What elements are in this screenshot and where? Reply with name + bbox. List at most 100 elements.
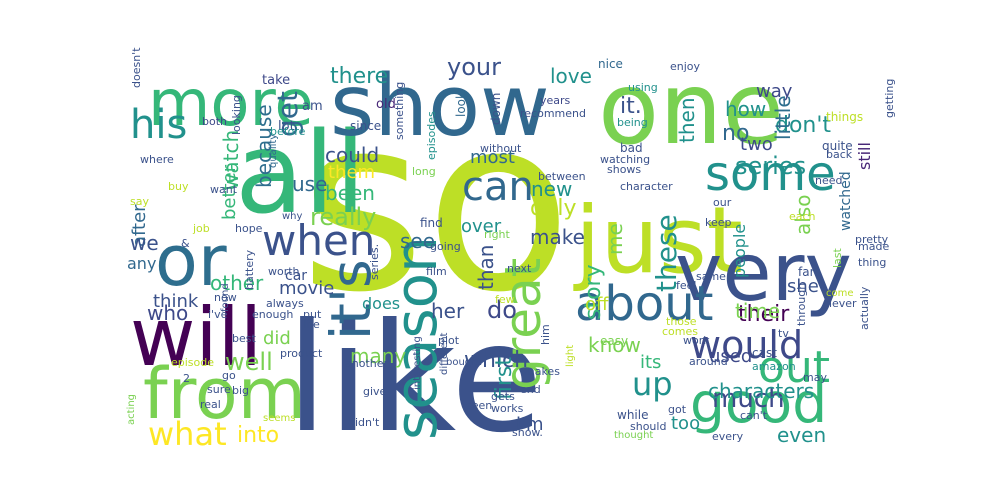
word-found: found [220, 283, 231, 312]
word-worth: worth [268, 265, 300, 278]
word-know: know [588, 333, 641, 357]
word-2: 2 [183, 372, 190, 385]
word-put: put [303, 308, 322, 321]
word-watching: watching [600, 153, 650, 166]
word-before: before [270, 125, 306, 138]
word-best: best [232, 332, 256, 345]
word-never: never [825, 297, 857, 310]
word-well: well [225, 348, 273, 376]
word-sure: sure [207, 383, 231, 396]
word-don-t: don't [775, 113, 831, 138]
word-symbol: & [181, 237, 190, 250]
word-can: can [462, 164, 534, 210]
word-give: give [363, 385, 387, 398]
word-nice: nice [598, 57, 623, 71]
word-looking: looking [230, 95, 243, 135]
word-who: who [147, 301, 188, 325]
word-feel: feel [676, 279, 696, 292]
word-pretty: pretty [855, 233, 889, 246]
word-got: got [668, 403, 687, 416]
word-plot: plot [438, 334, 460, 347]
word-first: first [492, 357, 517, 400]
word-characters: characters [708, 379, 814, 403]
word-over: over [461, 216, 502, 237]
word-acting: acting [126, 394, 137, 425]
word-all: all [235, 109, 366, 239]
word-product: product [280, 347, 323, 360]
word-take: take [262, 73, 290, 88]
word-most: most [470, 147, 515, 168]
word-far: far [798, 265, 815, 279]
word-could: could [325, 143, 379, 167]
word-did: did [263, 328, 291, 349]
word-love: love [550, 64, 592, 88]
word-more: more [148, 67, 314, 141]
word-it-s: it's [319, 259, 383, 340]
word-those: those [666, 315, 697, 328]
word-very: very [675, 226, 852, 319]
word-shows: shows [607, 163, 641, 176]
word-between: between [538, 170, 586, 183]
word-lot: lot [278, 119, 295, 134]
word-find: find [420, 216, 443, 230]
word-after: after [129, 204, 150, 247]
word-life: life [303, 318, 320, 331]
word-watched: watched [838, 171, 854, 231]
word-gets: gets [491, 390, 515, 403]
word-different: different [439, 332, 450, 375]
word-about: about [575, 276, 714, 332]
word-than: than [474, 245, 498, 290]
word-need: need [815, 174, 843, 187]
word-real: real [200, 398, 221, 411]
word-while: while [617, 408, 648, 422]
word-so: so [300, 65, 572, 345]
word-last: last [831, 247, 844, 268]
word-same: same [696, 270, 726, 283]
word-works: works [491, 402, 524, 415]
word-our: our [713, 196, 732, 209]
word-from: from [143, 353, 306, 435]
word-comes: comes [662, 325, 698, 338]
word-watch: watch [219, 130, 243, 190]
word-quite: quite [822, 139, 853, 153]
word-movie: movie [279, 278, 334, 299]
word-just: just [573, 187, 743, 294]
word-how: how [725, 97, 766, 121]
word-season: season [382, 236, 450, 440]
word-little: little [771, 95, 795, 140]
word-through: through [795, 283, 808, 326]
word-keep: keep [705, 216, 732, 229]
word-getting: getting [883, 79, 896, 118]
word-actually: actually [858, 286, 871, 330]
word-amazon: amazon [752, 360, 796, 373]
word-she: she [787, 276, 819, 297]
word-seems: seems [263, 413, 295, 424]
word-things: things [826, 110, 863, 124]
word-why: why [282, 211, 303, 222]
word-episodes: episodes [425, 111, 438, 160]
word-tv: tv [778, 327, 789, 340]
word-one: one [598, 50, 784, 167]
word-people: people [730, 224, 749, 278]
word-show: show [330, 57, 550, 156]
word-or: or [155, 220, 227, 302]
word-still: still [855, 142, 874, 170]
word-now: now [214, 291, 237, 304]
word-good: good [690, 371, 827, 435]
word-like: like [286, 292, 543, 466]
word-thought: thought [614, 430, 653, 441]
word-film: film [426, 265, 447, 278]
word-years: years [540, 94, 571, 107]
word-can-t: can't [740, 409, 768, 422]
word-enough: enough [252, 308, 293, 321]
word-make: make [530, 225, 585, 249]
word-into: into [237, 423, 279, 448]
word-hope: hope [235, 222, 263, 235]
word-battery: battery [243, 249, 256, 290]
word-there: there [330, 64, 388, 89]
word-something: something [393, 82, 406, 140]
word-also: also [791, 195, 815, 235]
word-always: always [266, 297, 304, 310]
word-say: say [130, 195, 149, 208]
